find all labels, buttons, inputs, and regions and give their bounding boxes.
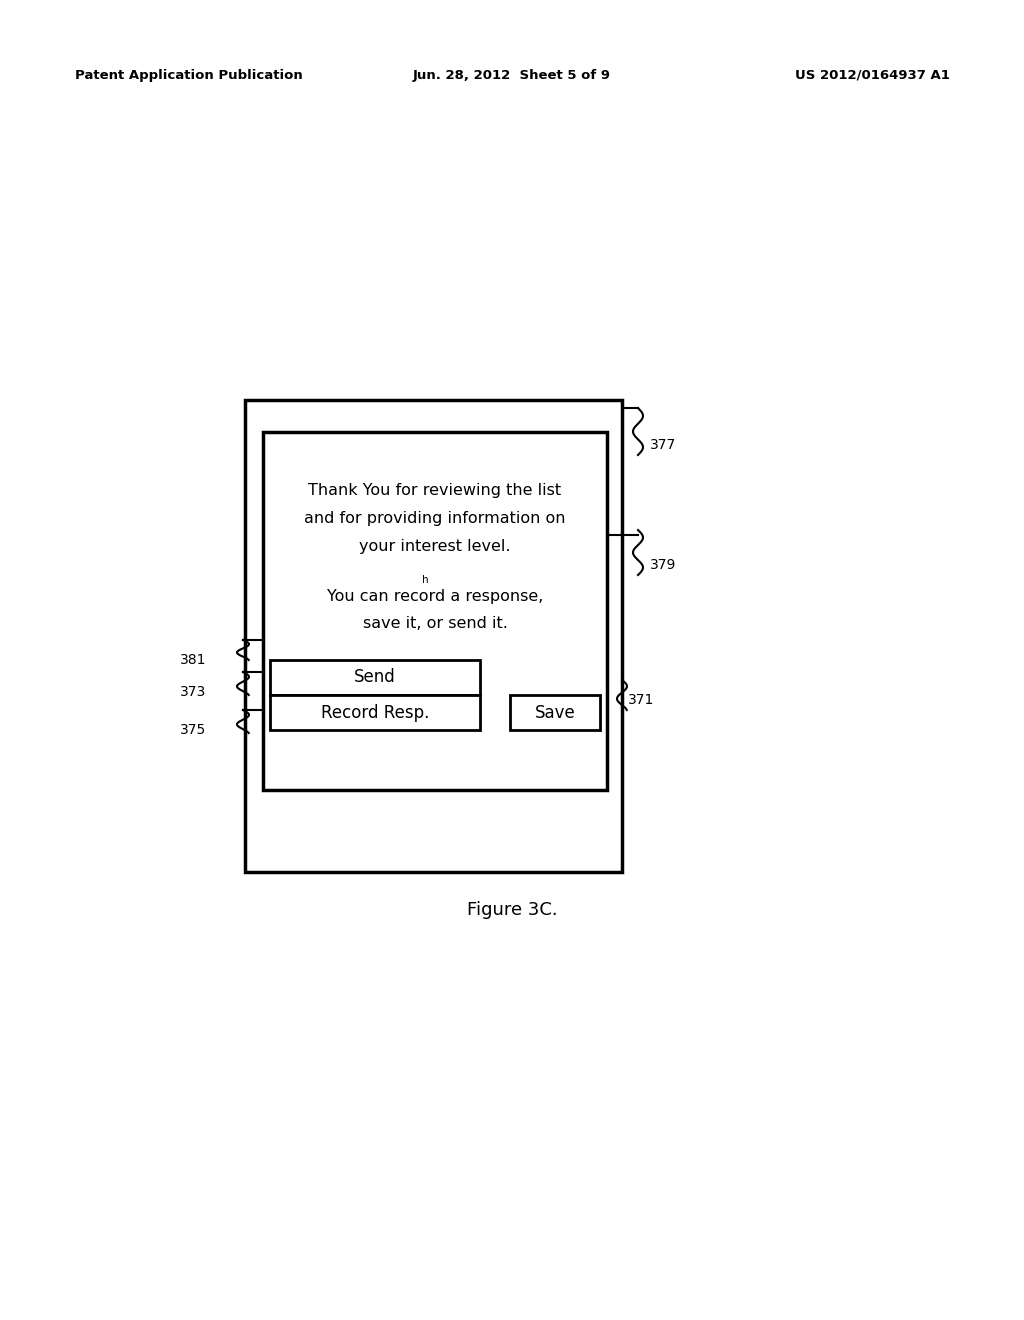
Bar <box>245 400 622 873</box>
Text: Thank You for reviewing the list: Thank You for reviewing the list <box>308 483 561 498</box>
Text: 371: 371 <box>628 693 654 708</box>
Text: your interest level.: your interest level. <box>359 539 511 553</box>
Bar <box>270 660 480 696</box>
Text: save it, or send it.: save it, or send it. <box>362 616 508 631</box>
Text: Jun. 28, 2012  Sheet 5 of 9: Jun. 28, 2012 Sheet 5 of 9 <box>413 69 611 82</box>
Text: You can record a response,: You can record a response, <box>327 590 543 605</box>
Text: Send: Send <box>354 668 396 686</box>
Text: and for providing information on: and for providing information on <box>304 511 565 525</box>
Text: Record Resp.: Record Resp. <box>321 704 429 722</box>
Bar <box>510 696 600 730</box>
Text: 375: 375 <box>180 723 206 737</box>
Text: Patent Application Publication: Patent Application Publication <box>75 69 303 82</box>
Text: Save: Save <box>535 704 575 722</box>
Text: Figure 3C.: Figure 3C. <box>467 902 557 919</box>
Bar <box>263 432 607 789</box>
Text: 381: 381 <box>180 653 207 667</box>
Text: h: h <box>422 576 428 585</box>
Text: US 2012/0164937 A1: US 2012/0164937 A1 <box>795 69 950 82</box>
Text: 373: 373 <box>180 685 206 700</box>
Bar <box>270 696 480 730</box>
Text: 377: 377 <box>650 438 676 451</box>
Text: 379: 379 <box>650 558 677 572</box>
